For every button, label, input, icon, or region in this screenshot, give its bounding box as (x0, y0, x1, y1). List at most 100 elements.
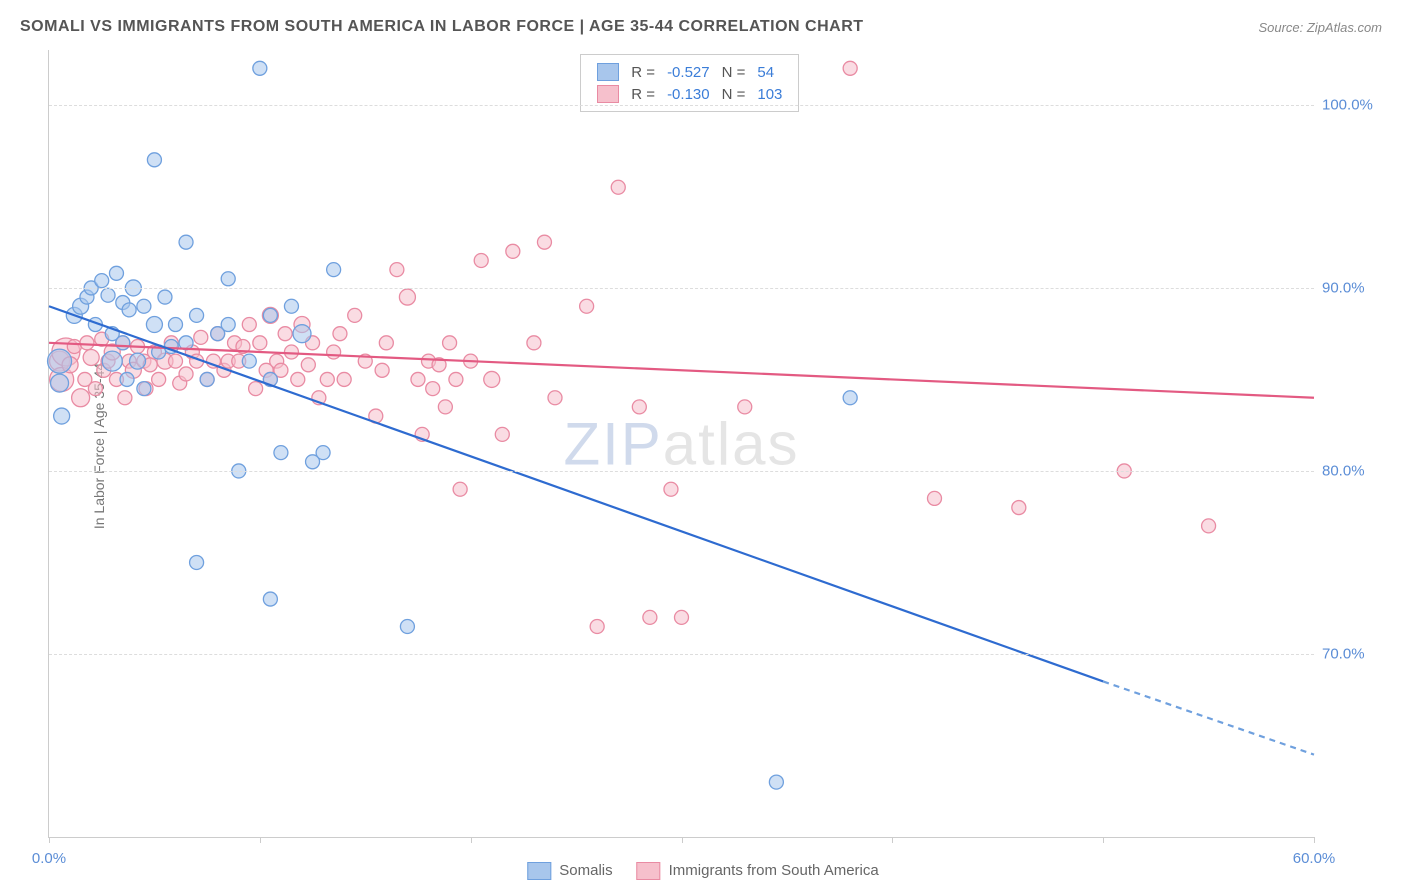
x-tick (260, 837, 261, 843)
data-point (738, 400, 752, 414)
data-point (137, 382, 151, 396)
data-point (453, 482, 467, 496)
data-point (527, 336, 541, 350)
gridline (49, 288, 1314, 289)
data-point (95, 274, 109, 288)
data-point (221, 272, 235, 286)
data-point (390, 263, 404, 277)
data-point (242, 318, 256, 332)
data-point (675, 610, 689, 624)
data-point (1202, 519, 1216, 533)
y-tick-label: 80.0% (1322, 462, 1392, 479)
data-point (426, 382, 440, 396)
data-point (843, 391, 857, 405)
data-point (495, 427, 509, 441)
data-point (263, 308, 277, 322)
data-point (190, 555, 204, 569)
data-point (1012, 501, 1026, 515)
data-point (130, 353, 146, 369)
y-tick-label: 100.0% (1322, 96, 1392, 113)
data-point (580, 299, 594, 313)
gridline (49, 654, 1314, 655)
y-tick-label: 90.0% (1322, 279, 1392, 296)
data-point (249, 382, 263, 396)
data-point (399, 289, 415, 305)
chart-title: SOMALI VS IMMIGRANTS FROM SOUTH AMERICA … (20, 18, 864, 36)
data-point (122, 303, 136, 317)
data-point (118, 391, 132, 405)
data-point (843, 61, 857, 75)
data-point (632, 400, 646, 414)
data-point (179, 367, 193, 381)
x-tick-label: 60.0% (1293, 850, 1336, 867)
x-tick-label: 0.0% (32, 850, 66, 867)
data-point (348, 308, 362, 322)
data-point (137, 299, 151, 313)
data-point (449, 372, 463, 386)
data-point (83, 349, 99, 365)
y-tick-label: 70.0% (1322, 645, 1392, 662)
trend-line (1103, 681, 1314, 754)
legend-item-blue: Somalis (527, 862, 612, 880)
legend-item-pink: Immigrants from South America (637, 862, 879, 880)
data-point (67, 339, 81, 353)
data-point (379, 336, 393, 350)
data-point (400, 620, 414, 634)
data-point (333, 327, 347, 341)
data-point (284, 299, 298, 313)
data-point (72, 389, 90, 407)
data-point (194, 330, 208, 344)
data-point (643, 610, 657, 624)
data-point (284, 345, 298, 359)
x-tick (49, 837, 50, 843)
data-point (506, 244, 520, 258)
data-point (200, 372, 214, 386)
gridline (49, 105, 1314, 106)
stats-legend: R = -0.527 N = 54 R = -0.130 N = 103 (580, 54, 799, 112)
data-point (253, 336, 267, 350)
data-point (484, 371, 500, 387)
data-point (664, 482, 678, 496)
data-point (611, 180, 625, 194)
data-point (242, 354, 256, 368)
data-point (316, 446, 330, 460)
data-point (54, 408, 70, 424)
data-point (474, 253, 488, 267)
data-point (928, 491, 942, 505)
data-point (438, 400, 452, 414)
data-point (51, 374, 69, 392)
stats-row-blue: R = -0.527 N = 54 (591, 61, 788, 83)
data-point (443, 336, 457, 350)
data-point (221, 318, 235, 332)
data-point (590, 620, 604, 634)
data-point (293, 325, 311, 343)
data-point (169, 354, 183, 368)
x-tick (471, 837, 472, 843)
data-point (301, 358, 315, 372)
chart-plot-area: ZIPatlas R = -0.527 N = 54 R = -0.130 N … (48, 50, 1314, 838)
series-legend: Somalis Immigrants from South America (527, 862, 878, 880)
gridline (49, 471, 1314, 472)
data-point (411, 372, 425, 386)
data-point (291, 372, 305, 386)
x-tick (682, 837, 683, 843)
data-point (327, 345, 341, 359)
data-point (769, 775, 783, 789)
x-tick (1103, 837, 1104, 843)
data-point (101, 288, 115, 302)
data-point (80, 336, 94, 350)
trend-line (49, 343, 1314, 398)
x-tick (1314, 837, 1315, 843)
data-point (274, 446, 288, 460)
data-point (190, 308, 204, 322)
data-point (278, 327, 292, 341)
data-point (109, 266, 123, 280)
data-point (375, 363, 389, 377)
data-point (147, 153, 161, 167)
data-point (158, 290, 172, 304)
data-point (48, 349, 72, 373)
data-point (327, 263, 341, 277)
data-point (263, 592, 277, 606)
data-point (102, 351, 122, 371)
data-point (548, 391, 562, 405)
